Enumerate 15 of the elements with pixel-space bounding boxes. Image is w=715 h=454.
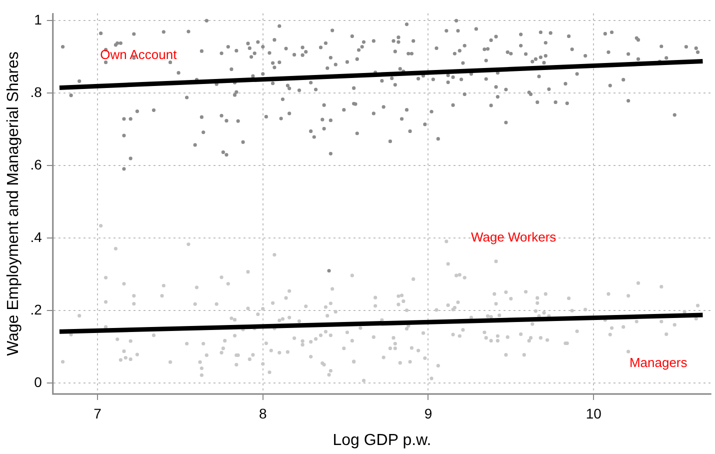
y-tick-label: .2 [30,301,42,318]
y-tick-label: .6 [30,156,42,172]
y-tick-label: 1 [34,12,42,28]
x-tick-label: 9 [424,405,432,422]
x-tick-label: 7 [94,405,102,422]
y-tick-label: .4 [30,228,42,245]
x-axis-title: Log GDP p.w. [332,432,432,449]
annotation: Wage Workers [470,230,557,245]
annotation: Own Account [100,46,178,62]
x-tick-label: 10 [586,405,602,422]
y-axis-title: Wage Employment and Managerial Shares [5,51,22,356]
x-tick-label: 8 [258,405,267,422]
y-tick-label: 0 [34,374,42,390]
y-tick-label: .8 [30,84,42,100]
annotation: Managers [629,355,688,370]
